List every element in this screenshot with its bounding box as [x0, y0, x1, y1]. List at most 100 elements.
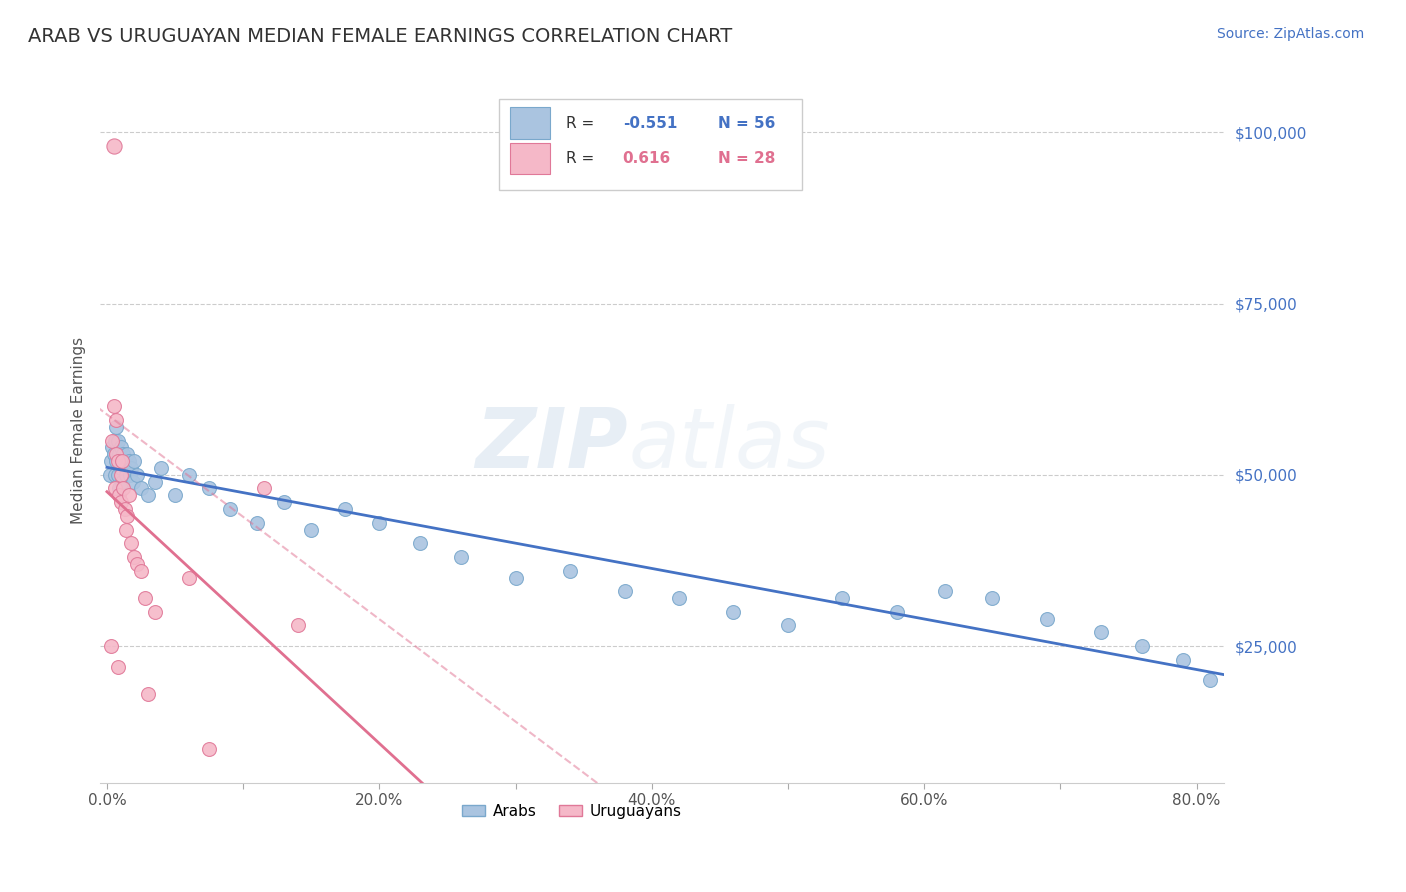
Point	[134, 591, 156, 605]
Text: R =: R =	[567, 151, 599, 166]
Point	[105, 413, 128, 427]
Text: N = 56: N = 56	[718, 116, 776, 131]
Point	[558, 564, 581, 578]
Point	[100, 639, 122, 653]
Point	[1199, 673, 1222, 688]
Point	[150, 461, 173, 475]
Point	[115, 467, 138, 482]
Point	[108, 447, 131, 461]
Point	[613, 584, 636, 599]
Point	[886, 605, 908, 619]
Point	[136, 488, 159, 502]
Point	[1090, 625, 1112, 640]
Point	[122, 454, 145, 468]
Point	[104, 434, 127, 448]
Point	[112, 482, 135, 496]
Point	[198, 482, 221, 496]
Point	[129, 482, 152, 496]
Point	[117, 508, 139, 523]
Point	[110, 441, 132, 455]
Point	[934, 584, 956, 599]
Point	[115, 523, 138, 537]
Point	[368, 516, 391, 530]
Point	[121, 475, 143, 489]
Point	[981, 591, 1004, 605]
Point	[831, 591, 853, 605]
Point	[103, 447, 125, 461]
Point	[98, 467, 121, 482]
Point	[108, 482, 131, 496]
Point	[103, 139, 125, 153]
Point	[108, 488, 131, 502]
FancyBboxPatch shape	[510, 107, 550, 139]
Point	[105, 419, 128, 434]
Text: R =: R =	[567, 116, 599, 131]
Point	[107, 454, 129, 468]
Point	[101, 434, 124, 448]
Point	[110, 461, 132, 475]
Point	[299, 523, 322, 537]
Point	[143, 605, 166, 619]
Point	[104, 467, 127, 482]
Point	[246, 516, 269, 530]
Point	[103, 399, 125, 413]
Point	[107, 467, 129, 482]
Point	[1130, 639, 1153, 653]
Point	[111, 475, 134, 489]
Text: ARAB VS URUGUAYAN MEDIAN FEMALE EARNINGS CORRELATION CHART: ARAB VS URUGUAYAN MEDIAN FEMALE EARNINGS…	[28, 27, 733, 45]
Point	[110, 495, 132, 509]
Point	[1036, 612, 1059, 626]
Point	[110, 467, 132, 482]
Point	[335, 502, 357, 516]
Point	[105, 447, 128, 461]
Point	[136, 687, 159, 701]
Point	[668, 591, 690, 605]
Point	[450, 549, 472, 564]
Point	[1171, 653, 1194, 667]
Point	[177, 570, 200, 584]
Point	[120, 461, 142, 475]
Point	[125, 467, 148, 482]
Point	[118, 488, 141, 502]
Point	[112, 447, 135, 461]
Point	[125, 557, 148, 571]
Point	[409, 536, 432, 550]
Point	[776, 618, 799, 632]
Point	[120, 467, 142, 482]
Point	[111, 454, 134, 468]
FancyBboxPatch shape	[510, 143, 550, 175]
FancyBboxPatch shape	[499, 99, 803, 190]
Text: 0.616: 0.616	[623, 151, 671, 166]
Point	[129, 564, 152, 578]
Point	[114, 461, 136, 475]
Point	[287, 618, 309, 632]
Point	[177, 467, 200, 482]
Point	[117, 447, 139, 461]
Text: Source: ZipAtlas.com: Source: ZipAtlas.com	[1216, 27, 1364, 41]
Point	[505, 570, 527, 584]
Point	[143, 475, 166, 489]
Point	[252, 482, 274, 496]
Point	[118, 454, 141, 468]
Point	[111, 454, 134, 468]
Y-axis label: Median Female Earnings: Median Female Earnings	[72, 336, 86, 524]
Point	[104, 482, 127, 496]
Point	[163, 488, 186, 502]
Point	[120, 536, 142, 550]
Legend: Arabs, Uruguayans: Arabs, Uruguayans	[456, 797, 688, 825]
Text: -0.551: -0.551	[623, 116, 678, 131]
Point	[723, 605, 745, 619]
Point	[122, 549, 145, 564]
Text: atlas: atlas	[628, 404, 830, 485]
Point	[198, 741, 221, 756]
Point	[273, 495, 295, 509]
Point	[107, 659, 129, 673]
Text: ZIP: ZIP	[475, 404, 628, 485]
Text: N = 28: N = 28	[718, 151, 776, 166]
Point	[218, 502, 240, 516]
Point	[105, 454, 128, 468]
Point	[107, 434, 129, 448]
Point	[100, 454, 122, 468]
Point	[114, 502, 136, 516]
Point	[101, 441, 124, 455]
